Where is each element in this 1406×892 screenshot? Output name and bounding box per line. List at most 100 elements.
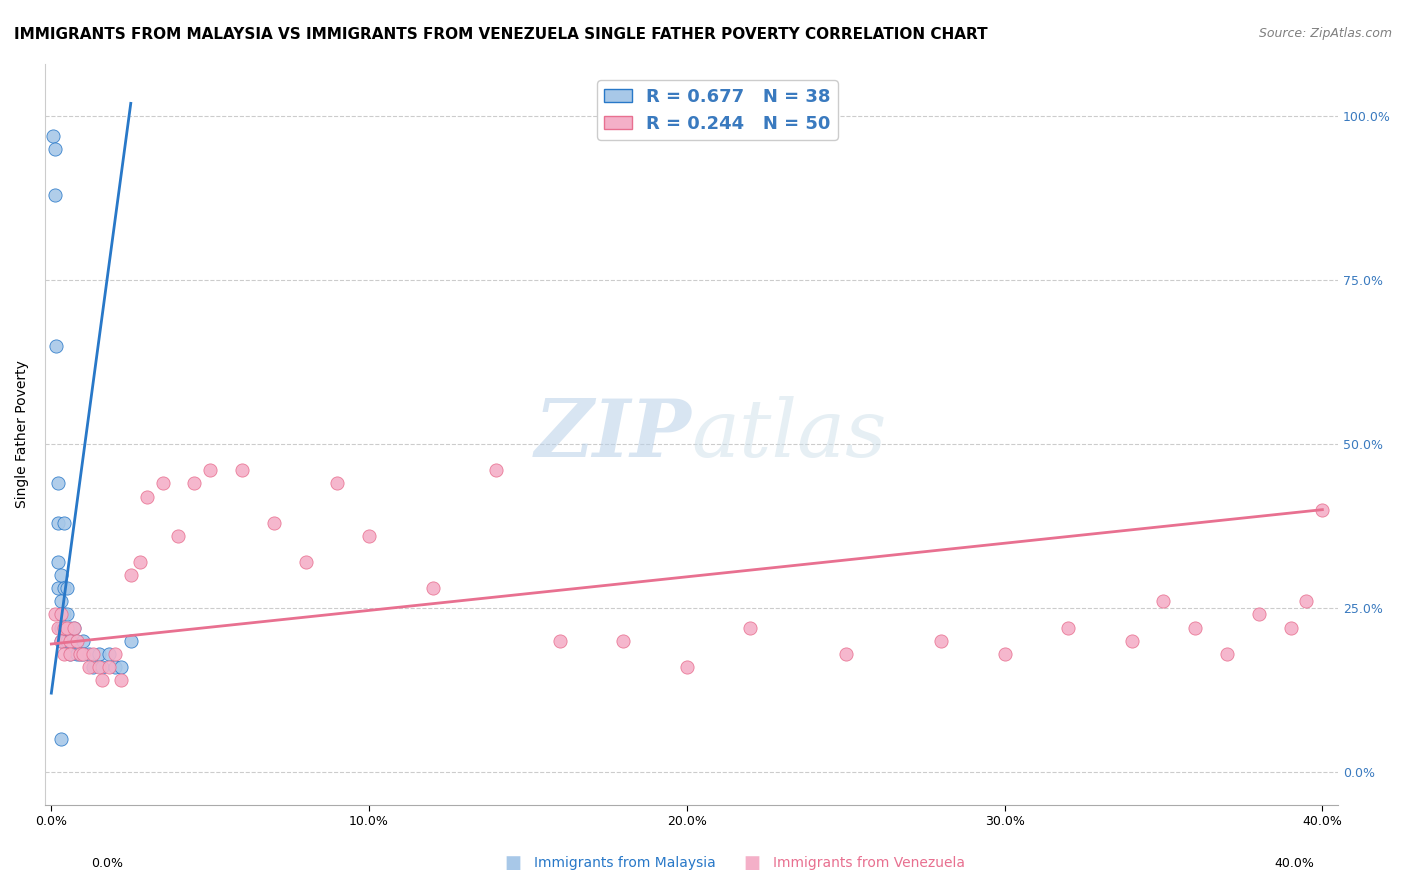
Point	[59, 621, 82, 635]
Point	[676, 660, 699, 674]
Point	[49, 594, 72, 608]
Text: ■: ■	[505, 855, 522, 872]
Point	[1247, 607, 1270, 622]
Point	[44, 188, 66, 202]
Point	[46, 516, 69, 530]
Point	[294, 555, 316, 569]
Text: Immigrants from Venezuela: Immigrants from Venezuela	[773, 856, 966, 871]
Point	[110, 673, 132, 687]
Y-axis label: Single Father Poverty: Single Father Poverty	[15, 360, 30, 508]
Point	[44, 607, 66, 622]
Point	[53, 516, 76, 530]
Point	[56, 582, 79, 596]
Point	[66, 633, 89, 648]
Point	[87, 647, 110, 661]
Point	[72, 647, 94, 661]
Text: atlas: atlas	[692, 395, 887, 473]
Point	[53, 633, 76, 648]
Point	[53, 607, 76, 622]
Point	[66, 633, 89, 648]
Point	[135, 490, 157, 504]
Point	[129, 555, 152, 569]
Point	[59, 647, 82, 661]
Point	[49, 633, 72, 648]
Point	[66, 647, 89, 661]
Point	[120, 568, 142, 582]
Point	[183, 476, 205, 491]
Point	[97, 647, 120, 661]
Point	[49, 731, 72, 746]
Point	[49, 621, 72, 635]
Text: ZIP: ZIP	[534, 395, 692, 473]
Point	[72, 633, 94, 648]
Point	[97, 660, 120, 674]
Point	[79, 647, 101, 661]
Point	[49, 607, 72, 622]
Point	[548, 633, 571, 648]
Point	[1121, 633, 1143, 648]
Point	[62, 621, 84, 635]
Text: IMMIGRANTS FROM MALAYSIA VS IMMIGRANTS FROM VENEZUELA SINGLE FATHER POVERTY CORR: IMMIGRANTS FROM MALAYSIA VS IMMIGRANTS F…	[14, 27, 987, 42]
Point	[120, 633, 142, 648]
Point	[72, 647, 94, 661]
Point	[49, 607, 72, 622]
Point	[56, 607, 79, 622]
Point	[46, 476, 69, 491]
Point	[200, 463, 222, 477]
Point	[59, 647, 82, 661]
Point	[82, 647, 104, 661]
Point	[359, 529, 381, 543]
Text: 0.0%: 0.0%	[91, 857, 124, 870]
Point	[82, 660, 104, 674]
Point	[44, 142, 66, 156]
Point	[62, 621, 84, 635]
Point	[49, 633, 72, 648]
Point	[53, 647, 76, 661]
Point	[740, 621, 762, 635]
Point	[69, 647, 91, 661]
Point	[87, 660, 110, 674]
Point	[79, 660, 101, 674]
Point	[1184, 621, 1206, 635]
Point	[59, 633, 82, 648]
Point	[42, 129, 65, 144]
Text: Source: ZipAtlas.com: Source: ZipAtlas.com	[1258, 27, 1392, 40]
Text: 40.0%: 40.0%	[1275, 857, 1315, 870]
Point	[152, 476, 174, 491]
Point	[263, 516, 285, 530]
Point	[1295, 594, 1317, 608]
Point	[994, 647, 1017, 661]
Point	[167, 529, 190, 543]
Point	[53, 582, 76, 596]
Point	[326, 476, 349, 491]
Point	[91, 660, 114, 674]
Point	[1153, 594, 1175, 608]
Point	[56, 633, 79, 648]
Point	[56, 621, 79, 635]
Point	[110, 660, 132, 674]
Point	[485, 463, 508, 477]
Point	[53, 621, 76, 635]
Point	[46, 621, 69, 635]
Point	[69, 647, 91, 661]
Point	[104, 660, 127, 674]
Point	[1216, 647, 1239, 661]
Point	[45, 339, 67, 353]
Point	[104, 647, 127, 661]
Point	[1057, 621, 1080, 635]
Point	[46, 555, 69, 569]
Point	[929, 633, 952, 648]
Point	[612, 633, 634, 648]
Point	[59, 633, 82, 648]
Point	[422, 582, 444, 596]
Point	[91, 673, 114, 687]
Point	[231, 463, 253, 477]
Point	[1312, 502, 1334, 516]
Point	[835, 647, 858, 661]
Point	[1279, 621, 1302, 635]
Text: ■: ■	[744, 855, 761, 872]
Point	[49, 568, 72, 582]
Legend: R = 0.677   N = 38, R = 0.244   N = 50: R = 0.677 N = 38, R = 0.244 N = 50	[598, 80, 838, 140]
Point	[46, 582, 69, 596]
Text: Immigrants from Malaysia: Immigrants from Malaysia	[534, 856, 716, 871]
